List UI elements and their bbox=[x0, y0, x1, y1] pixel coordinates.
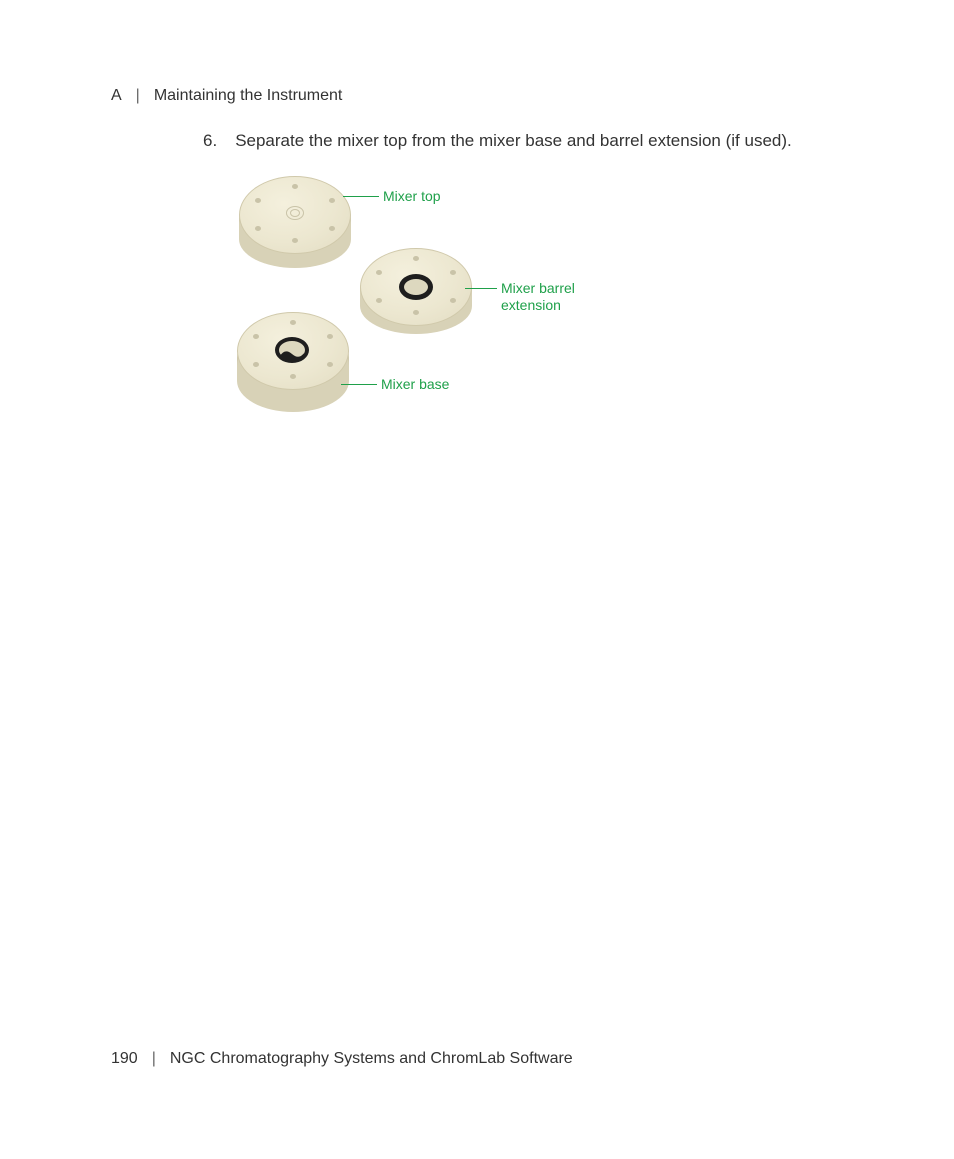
step-number: 6. bbox=[203, 131, 217, 151]
mixer-top-disc bbox=[239, 176, 351, 276]
callout-mixer-top: Mixer top bbox=[383, 188, 441, 205]
callout-barrel-line2: extension bbox=[501, 297, 561, 313]
mixer-diagram: Mixer top Mixer barrel extension Mixer b… bbox=[235, 170, 590, 420]
page-header: A | Maintaining the Instrument bbox=[111, 87, 342, 105]
footer-separator: | bbox=[152, 1050, 156, 1068]
header-separator: | bbox=[136, 87, 140, 105]
page-number: 190 bbox=[111, 1050, 138, 1068]
instruction-step: 6. Separate the mixer top from the mixer… bbox=[203, 131, 792, 151]
stirrer-icon bbox=[277, 346, 307, 364]
callout-mixer-barrel: Mixer barrel extension bbox=[501, 280, 575, 314]
callout-line-barrel bbox=[465, 288, 497, 289]
callout-mixer-base: Mixer base bbox=[381, 376, 449, 393]
section-title: Maintaining the Instrument bbox=[154, 87, 343, 105]
step-text: Separate the mixer top from the mixer ba… bbox=[235, 131, 792, 151]
callout-line-top bbox=[343, 196, 379, 197]
page-footer: 190 | NGC Chromatography Systems and Chr… bbox=[111, 1050, 573, 1068]
callout-barrel-line1: Mixer barrel bbox=[501, 280, 575, 296]
mixer-base-disc bbox=[237, 312, 349, 416]
doc-title: NGC Chromatography Systems and ChromLab … bbox=[170, 1050, 573, 1068]
section-letter: A bbox=[111, 87, 122, 105]
callout-line-base bbox=[341, 384, 377, 385]
mixer-barrel-disc bbox=[360, 248, 472, 342]
